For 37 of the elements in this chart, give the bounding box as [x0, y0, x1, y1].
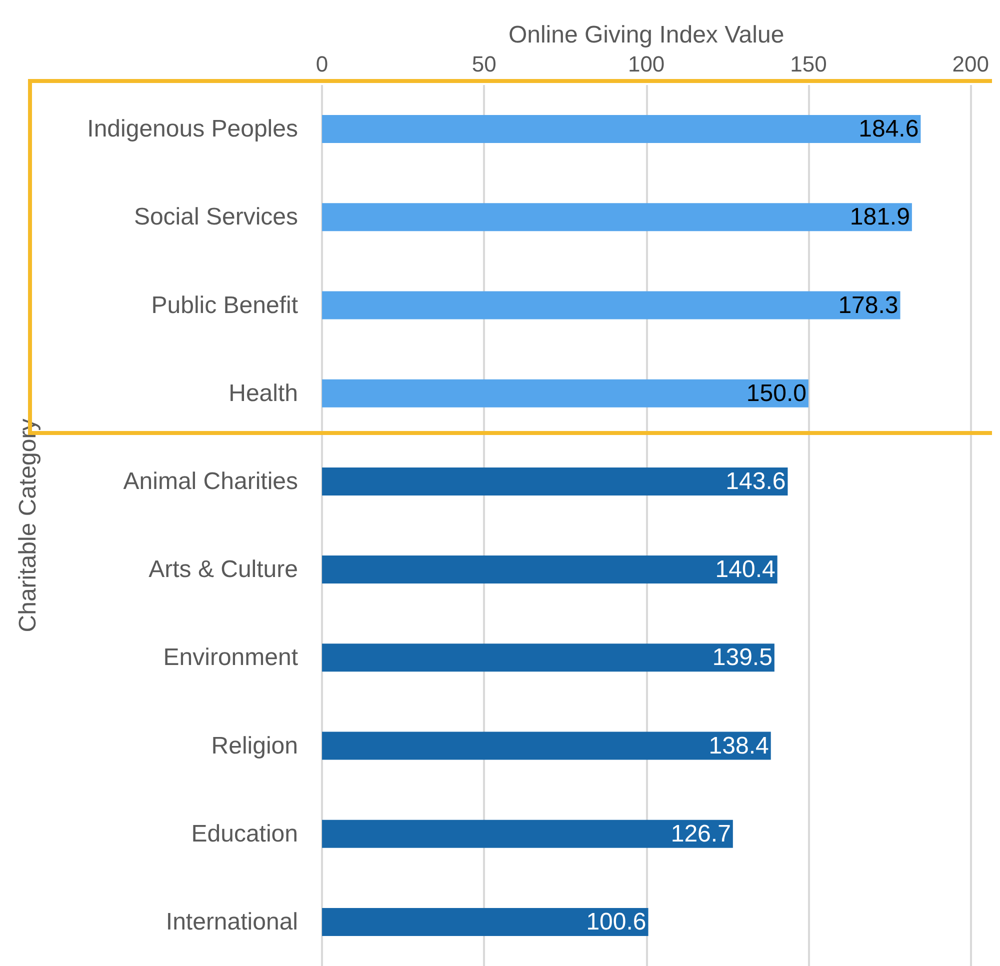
data-label: 181.9: [850, 204, 910, 231]
y-tick-label: Social Services: [134, 204, 298, 231]
x-tick-label: 0: [316, 52, 328, 76]
y-tick-label: Education: [191, 820, 298, 848]
data-label: 139.5: [712, 644, 772, 672]
x-tick-label: 100: [628, 52, 665, 76]
bar: [322, 115, 921, 144]
x-tick-label: 200: [952, 52, 990, 76]
bar: [322, 203, 912, 232]
data-label: 126.7: [670, 820, 731, 848]
data-label: 100.6: [586, 908, 646, 936]
x-tick-label: 150: [790, 52, 827, 76]
y-tick-label: Public Benefit: [151, 292, 298, 319]
y-tick-label: Animal Charities: [123, 468, 298, 495]
y-tick-label: Indigenous Peoples: [87, 116, 298, 143]
data-label: 143.6: [726, 468, 786, 495]
bar: [322, 908, 648, 936]
data-label: 184.6: [858, 116, 919, 143]
data-label: 140.4: [715, 556, 776, 584]
data-label: 178.3: [838, 292, 898, 319]
y-tick-label: International: [166, 908, 298, 936]
y-tick-label: Arts & Culture: [148, 556, 298, 584]
bar: [322, 467, 788, 496]
y-tick-label: Environment: [163, 644, 298, 672]
x-tick-label: 50: [472, 52, 496, 76]
x-axis-title: Online Giving Index Value: [508, 22, 784, 48]
data-label: 150.0: [746, 380, 806, 407]
bar: [322, 379, 808, 408]
bar: [322, 820, 733, 848]
y-axis-title: Charitable Category: [14, 418, 42, 632]
bar: [322, 291, 900, 320]
bar: [322, 556, 778, 584]
bar: [322, 732, 771, 760]
data-label: 138.4: [708, 732, 769, 760]
y-tick-label: Religion: [211, 732, 298, 760]
bar: [322, 644, 774, 672]
y-tick-label: Health: [228, 380, 298, 407]
